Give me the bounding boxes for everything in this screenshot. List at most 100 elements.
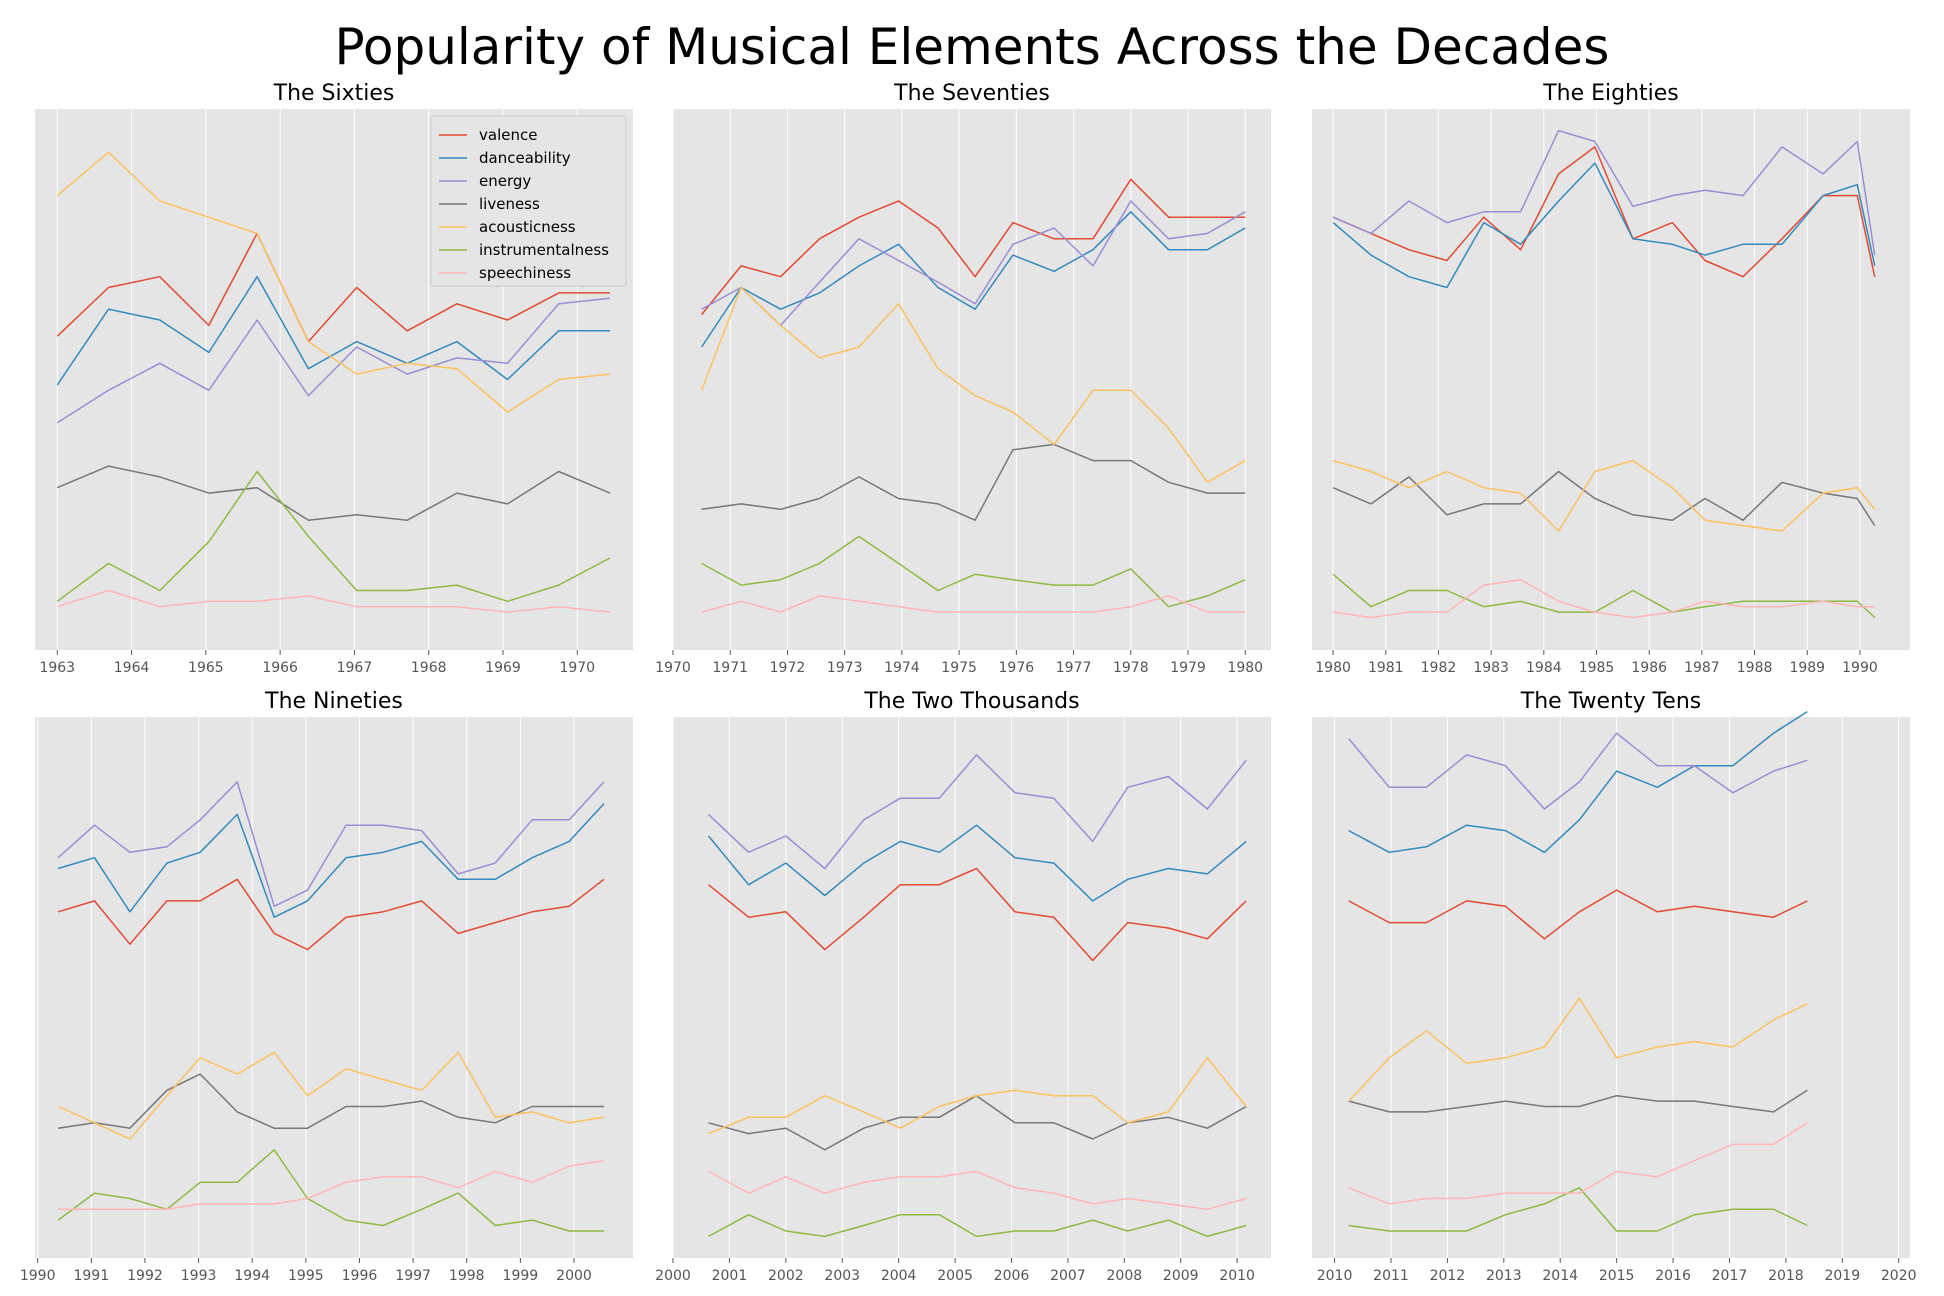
x-tick-label: 1998	[449, 1268, 485, 1284]
series-line-liveness	[57, 465, 611, 521]
plot-area	[1312, 717, 1910, 1258]
x-tick-label: 2009	[1163, 1268, 1199, 1284]
x-tick-label: 1964	[114, 660, 150, 676]
x-tick-label: 1968	[411, 660, 447, 676]
x-tick-label: 1972	[770, 660, 806, 676]
x-tick-label: 2018	[1768, 1268, 1804, 1284]
series-line-energy	[701, 200, 1246, 327]
series-line-acousticness	[1348, 997, 1808, 1102]
x-tick-label: 1992	[127, 1268, 163, 1284]
panel-title: The Sixties	[273, 81, 395, 106]
panel-title: The Eighties	[1542, 81, 1679, 106]
series-line-liveness	[1348, 1089, 1808, 1113]
legend-box	[430, 115, 627, 287]
legend: valence danceability energy liveness acousti…	[430, 115, 627, 287]
panel-6: The Twenty Tens 2010 2011 2012 2013 2014 2015 2…	[1312, 689, 1917, 1284]
x-tick-label: 1987	[1684, 660, 1720, 676]
panel-1: The Sixties 1963 1964 1965 1966 1967 1968 1969 1…	[35, 81, 633, 676]
series-line-danceability	[707, 824, 1247, 902]
plot-area	[35, 717, 633, 1258]
plot-area	[673, 109, 1271, 650]
x-tick-label: 1965	[188, 660, 224, 676]
x-tick-label: 1977	[1056, 660, 1092, 676]
x-tick-label: 2006	[994, 1268, 1030, 1284]
series-line-instrumentalness	[56, 470, 611, 603]
x-tick-label: 1981	[1368, 660, 1404, 676]
series-line-speechiness	[708, 1170, 1247, 1211]
x-tick-label: 1986	[1631, 660, 1667, 676]
series-line-danceability	[56, 275, 610, 386]
x-tick-label: 1999	[503, 1268, 539, 1284]
x-tick-label: 1991	[73, 1268, 109, 1284]
x-tick-label: 2000	[556, 1268, 592, 1284]
x-tick-label: 1966	[262, 660, 298, 676]
panel-title: The Two Thousands	[863, 689, 1079, 714]
series-line-instrumentalness	[57, 1149, 604, 1232]
legend-label-acousticness: acousticness	[479, 218, 576, 236]
x-tick-label: 1979	[1170, 660, 1206, 676]
x-tick-label: 2003	[824, 1268, 860, 1284]
x-tick-label: 1975	[941, 660, 977, 676]
panel-4: The Nineties 1990 1991 1992 1993 1994 1995 1996…	[20, 689, 633, 1284]
figure-title: Popularity of Musical Elements Across th…	[335, 18, 1610, 76]
x-tick-label: 1990	[20, 1268, 56, 1284]
series-line-acousticness	[700, 286, 1246, 484]
series-line-instrumentalness	[701, 535, 1246, 608]
legend-label-liveness: liveness	[479, 195, 540, 213]
series-line-liveness	[701, 443, 1246, 521]
series-line-danceability	[700, 211, 1246, 348]
legend-label-instrumentalness: instrumentalness	[479, 241, 609, 259]
series-line-valence	[57, 878, 605, 951]
series-line-instrumentalness	[1348, 1186, 1808, 1232]
x-tick-label: 2013	[1486, 1268, 1522, 1284]
x-tick-label: 1976	[999, 660, 1035, 676]
x-tick-label: 2008	[1107, 1268, 1143, 1284]
x-tick-label: 2010	[1317, 1268, 1353, 1284]
x-tick-label: 2017	[1712, 1268, 1748, 1284]
x-tick-label: 1995	[288, 1268, 324, 1284]
series-line-valence	[1348, 889, 1808, 940]
x-tick-label: 2000	[655, 1268, 691, 1284]
series-line-acousticness	[708, 1057, 1247, 1135]
x-tick-label: 2019	[1824, 1268, 1860, 1284]
legend-label-speechiness: speechiness	[479, 264, 571, 282]
panel-title: The Twenty Tens	[1520, 689, 1701, 714]
x-tick-label: 1970	[655, 660, 691, 676]
panel-2: The Seventies 1970 1971 1972 1973 1974 1975 197…	[655, 81, 1271, 676]
x-tick-label: 1973	[827, 660, 863, 676]
x-tick-label: 1984	[1526, 660, 1562, 676]
x-tick-label: 1963	[39, 660, 75, 676]
series-line-acousticness	[57, 1051, 605, 1140]
series-line-instrumentalness	[708, 1213, 1247, 1238]
x-tick-label: 1983	[1473, 660, 1509, 676]
x-tick-label: 1970	[559, 660, 595, 676]
x-tick-label: 1993	[181, 1268, 217, 1284]
series-line-danceability	[1348, 710, 1808, 854]
series-line-energy	[1332, 129, 1876, 256]
series-line-valence	[708, 867, 1247, 962]
series-line-valence	[56, 232, 610, 343]
series-line-liveness	[1332, 470, 1876, 527]
x-tick-label: 2010	[1219, 1268, 1255, 1284]
series-line-speechiness	[57, 589, 611, 613]
series-line-energy	[57, 781, 605, 908]
panel-5: The Two Thousands 2000 2001 2002 2003 2004 200…	[655, 689, 1271, 1284]
x-tick-label: 2005	[937, 1268, 973, 1284]
series-line-danceability	[1332, 162, 1876, 289]
x-tick-label: 1985	[1579, 660, 1615, 676]
x-tick-label: 1967	[337, 660, 373, 676]
panel-title: The Nineties	[264, 689, 403, 714]
x-tick-label: 2014	[1542, 1268, 1578, 1284]
x-tick-label: 1994	[234, 1268, 270, 1284]
x-tick-label: 2011	[1373, 1268, 1409, 1284]
series-line-energy	[1348, 732, 1808, 810]
series-line-acousticness	[1332, 459, 1876, 532]
series-line-acousticness	[56, 151, 611, 413]
x-tick-label: 2012	[1430, 1268, 1466, 1284]
series-line-instrumentalness	[1332, 573, 1876, 619]
x-tick-label: 1980	[1315, 660, 1351, 676]
plot-area	[1312, 109, 1910, 650]
x-tick-label: 2001	[712, 1268, 748, 1284]
legend-label-danceability: danceability	[479, 149, 571, 167]
series-line-danceability	[57, 803, 605, 918]
